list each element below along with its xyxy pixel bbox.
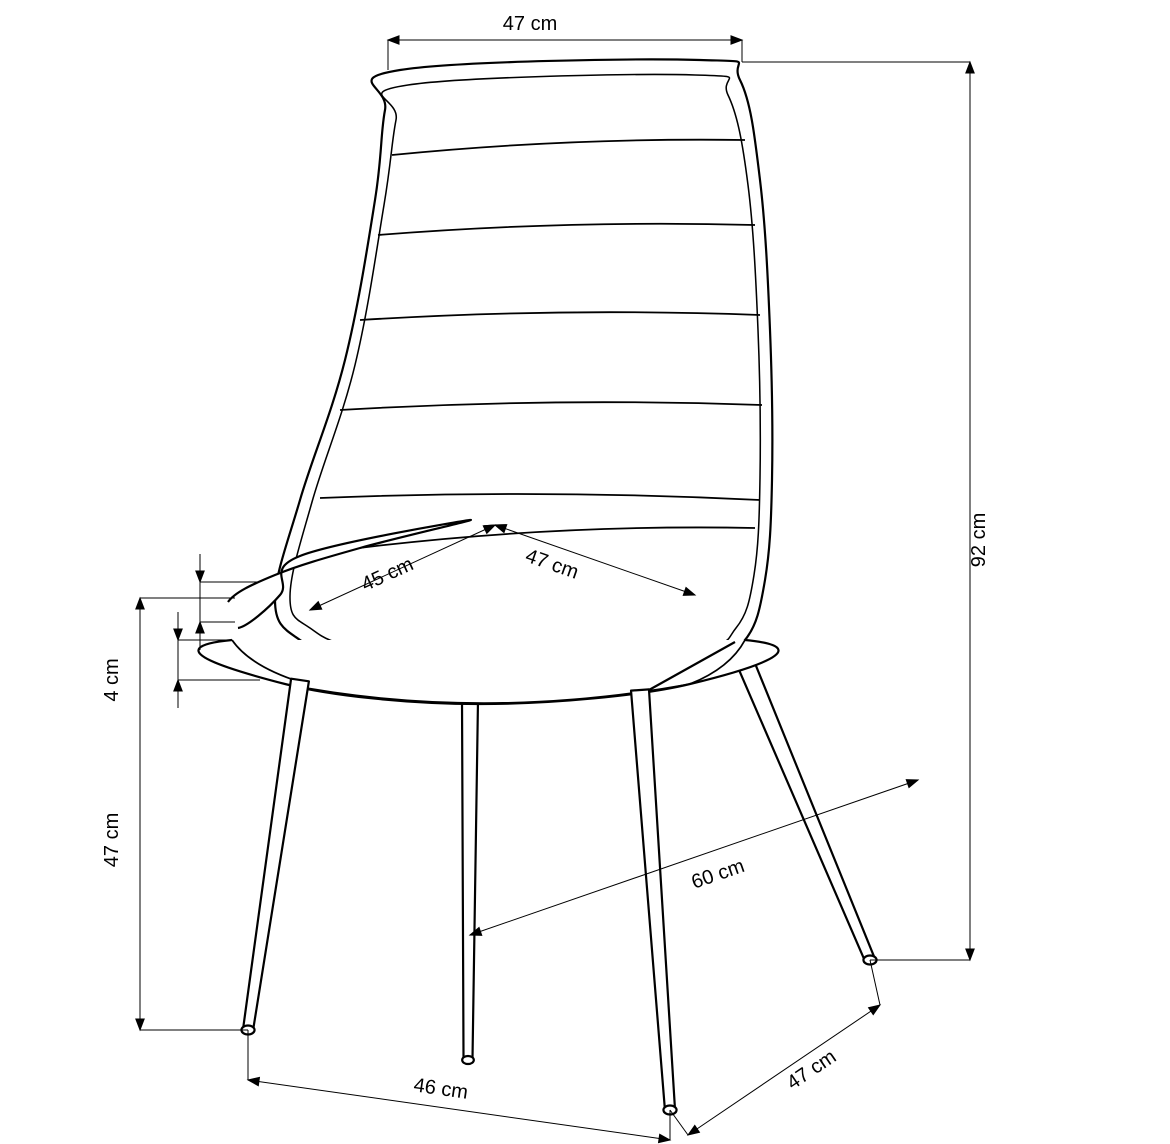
chair-outline — [198, 59, 876, 1114]
chair-technical-drawing: 47 cm92 cm47 cm4 cm45 cm47 cm60 cm46 cm4… — [0, 0, 1170, 1144]
dim-base_front-label: 46 cm — [412, 1074, 469, 1103]
dim-total_height-label: 92 cm — [968, 513, 990, 567]
dim-seat_height-label: 47 cm — [101, 813, 123, 867]
dim-top_width-label: 47 cm — [503, 13, 557, 35]
dim-total_height: 92 cm — [742, 62, 990, 960]
dim-base_side-label: 47 cm — [783, 1046, 840, 1095]
dim-cushion_thick-label: 4 cm — [101, 658, 123, 701]
dim-base_side: 47 cm — [670, 960, 880, 1135]
drawing-svg: 47 cm92 cm47 cm4 cm45 cm47 cm60 cm46 cm4… — [0, 0, 1170, 1144]
dim-depth_60-label: 60 cm — [689, 855, 748, 894]
dim-base_front: 46 cm — [248, 1030, 670, 1143]
